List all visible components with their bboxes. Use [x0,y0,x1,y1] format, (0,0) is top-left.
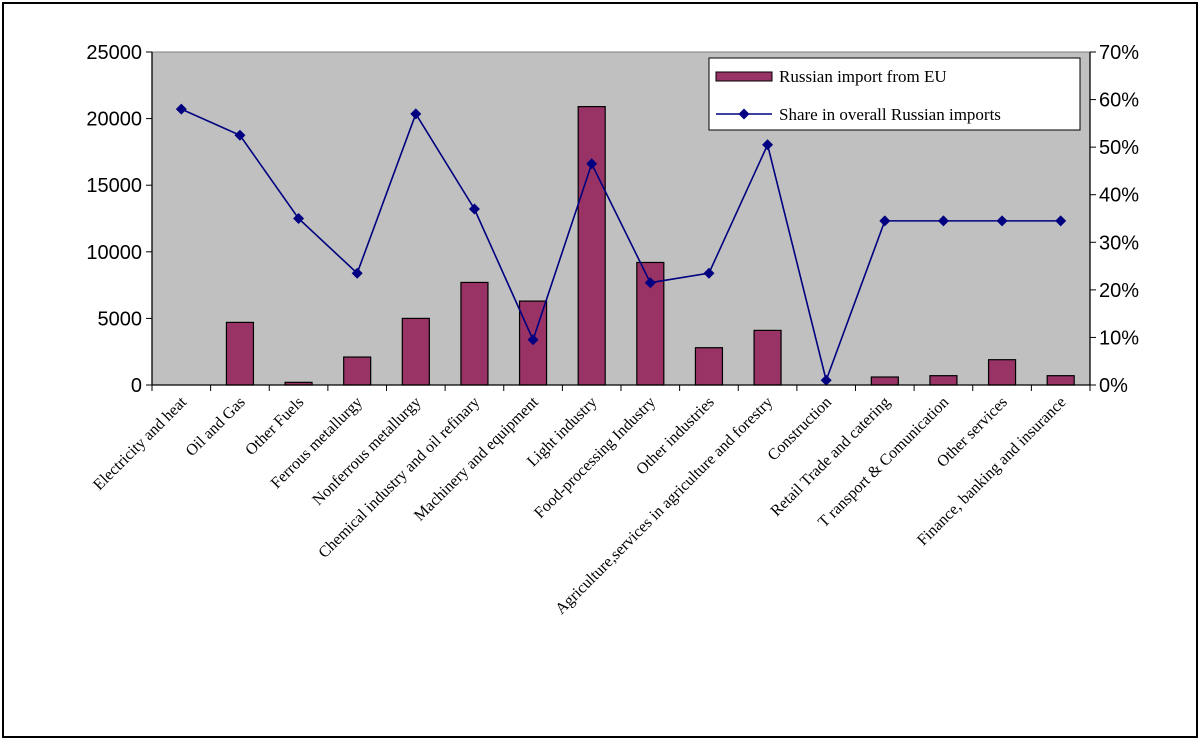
legend: Russian import from EU Share in overall … [708,57,1081,131]
legend-box [708,57,1081,131]
line-point [762,139,774,151]
bar [343,356,372,386]
bar [577,106,606,386]
right-tick-label: 20% [1099,280,1139,302]
bar [987,359,1017,386]
axes [146,51,1096,391]
left-tick-label: 0 [131,375,142,397]
line-point [879,215,891,227]
category-label: Retail Trade and catering [768,394,894,520]
left-tick-label: 25000 [86,42,142,64]
line-point [1055,215,1067,227]
legend-bar-label: Russian import from EU [779,67,947,86]
right-tick-label: 0% [1099,375,1128,397]
right-tick-label: 30% [1099,232,1139,254]
bar [460,281,489,386]
category-label: Nonferrous metallurgy [309,394,424,509]
line-point [527,334,539,346]
bar [694,347,724,386]
bar [929,375,958,386]
right-tick-label: 60% [1099,90,1139,112]
bar [753,329,782,386]
right-tick-label: 40% [1099,185,1139,207]
line-point [586,158,598,170]
category-label: Machinery and equipment [411,393,542,524]
right-tick-label: 10% [1099,327,1139,349]
bar [401,317,430,386]
share-line [180,108,1061,383]
line-series [175,103,1067,386]
bar [870,376,899,386]
right-tick-label: 50% [1099,137,1139,159]
left-tick-label: 5000 [98,308,143,330]
left-tick-label: 10000 [86,242,142,264]
right-tick-label: 70% [1099,42,1139,64]
bar-series [225,106,1075,386]
left-tick-label: 15000 [86,175,142,197]
category-label: Agriculture,services in agriculture and … [552,394,776,618]
line-point [351,267,363,279]
line-point [234,129,246,141]
category-label: Oil and Gas [183,394,249,460]
category-label: Electricity and heat [90,393,190,493]
legend-line-label: Share in overall Russian imports [779,105,1001,124]
line-point [996,215,1008,227]
legend-bar-swatch [715,71,773,82]
left-tick-label: 20000 [86,109,142,131]
legend-line-marker [738,108,750,120]
line-point [644,277,656,289]
line-point [410,108,422,120]
line-point [468,203,480,215]
bar [225,321,255,386]
category-label: Food-processing Industry [531,394,659,522]
line-point [820,374,832,386]
line-point [293,213,305,224]
line-point [175,103,187,115]
line-point [937,215,949,227]
line-point [703,267,715,279]
bar [1046,375,1075,386]
